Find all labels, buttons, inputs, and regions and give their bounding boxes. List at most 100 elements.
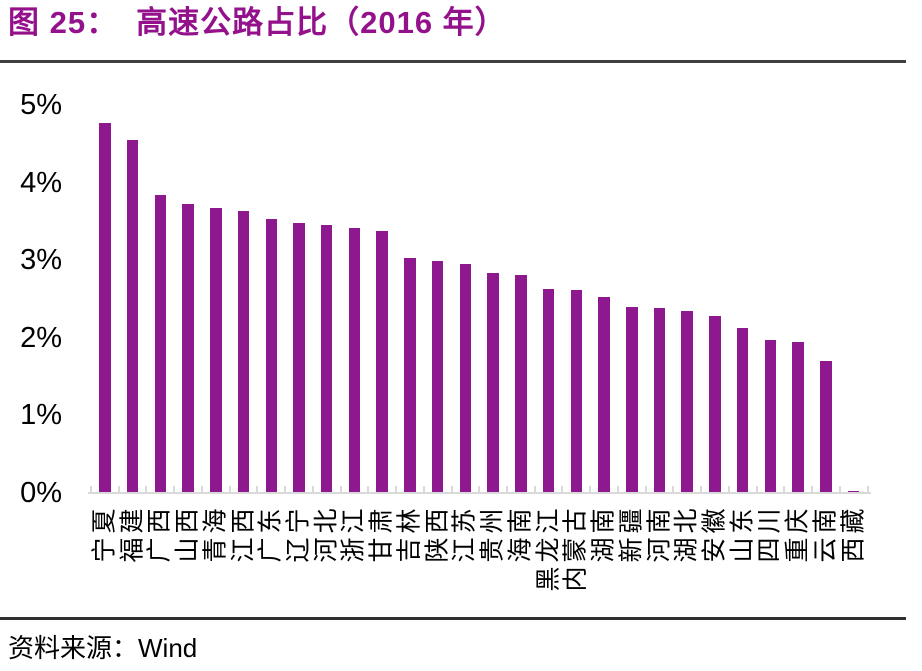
bar-黑龙江 (542, 288, 555, 493)
bar-重庆 (792, 342, 804, 493)
x-tick-mark (450, 486, 453, 492)
x-tick-label-江西: 江西 (229, 504, 258, 563)
x-tick-label-贵州: 贵州 (478, 504, 507, 563)
bar-辽宁 (293, 222, 305, 493)
bar-山东 (736, 328, 749, 493)
x-tick-label-湖南: 湖南 (589, 504, 618, 563)
y-tick-label: 2% (20, 321, 62, 354)
bar-江西 (237, 210, 250, 493)
bar-广东 (265, 219, 277, 493)
x-tick-mark (145, 486, 148, 492)
x-tick-mark (200, 486, 203, 492)
bar-山西 (182, 204, 194, 493)
x-tick-label-江苏: 江苏 (450, 504, 479, 563)
y-tick-label: 5% (20, 89, 62, 121)
bar-浙江 (348, 228, 361, 493)
x-tick-mark (866, 486, 869, 492)
x-tick-label-陕西: 陕西 (423, 504, 452, 563)
figure-title: 图 25： 高速公路占比（2016 年） (8, 5, 507, 41)
bar-内蒙古 (570, 289, 583, 493)
x-tick-mark (117, 486, 120, 492)
bar-河北 (320, 224, 333, 493)
x-tick-label-云南: 云南 (811, 504, 840, 563)
x-tick-mark (478, 486, 481, 492)
x-tick-label-湖北: 湖北 (672, 504, 701, 563)
bar-海南 (515, 274, 527, 493)
bar-湖北 (681, 310, 693, 493)
x-tick-mark (783, 486, 786, 492)
x-tick-mark (505, 486, 508, 492)
x-tick-mark (256, 486, 259, 492)
source-value: Wind (138, 633, 198, 663)
x-tick-mark (284, 486, 287, 492)
y-tick-label: 4% (20, 166, 62, 199)
x-tick-mark (395, 486, 398, 492)
x-tick-label-福建: 福建 (118, 504, 147, 563)
x-tick-label-浙江: 浙江 (339, 504, 368, 563)
source-divider (0, 617, 906, 620)
x-tick-label-内蒙古: 内蒙古 (561, 504, 590, 592)
y-tick-label: 3% (20, 244, 62, 277)
bar-新疆 (626, 306, 638, 493)
x-tick-mark (339, 486, 342, 492)
bar-湖南 (598, 296, 610, 493)
x-tick-mark (755, 486, 758, 492)
x-tick-mark (561, 486, 564, 492)
source-label: 资料来源： (8, 634, 139, 663)
bar-吉林 (404, 257, 416, 493)
x-tick-label-青海: 青海 (201, 504, 230, 563)
bar-贵州 (487, 273, 499, 493)
y-tick-label: 0% (20, 477, 62, 509)
x-tick-mark (727, 486, 730, 492)
x-tick-mark (173, 486, 176, 492)
bar-广西 (154, 195, 167, 493)
title-divider (0, 60, 906, 63)
bar-青海 (210, 208, 222, 493)
x-tick-mark (90, 486, 92, 492)
x-tick-mark (367, 486, 370, 492)
x-tick-label-山西: 山西 (173, 504, 202, 563)
x-tick-mark (838, 486, 841, 492)
x-tick-mark (700, 486, 703, 492)
x-tick-label-安徽: 安徽 (700, 504, 729, 563)
bar-安徽 (709, 316, 721, 493)
bar-陕西 (431, 260, 444, 493)
x-tick-label-四川: 四川 (755, 504, 784, 563)
x-tick-label-辽宁: 辽宁 (284, 504, 313, 563)
x-tick-label-西藏: 西藏 (839, 504, 868, 563)
x-tick-label-河南: 河南 (645, 504, 673, 563)
x-tick-label-广东: 广东 (256, 504, 285, 563)
figure-number: 图 25： (8, 5, 119, 40)
x-axis-line (88, 492, 871, 494)
x-tick-label-甘肃: 甘肃 (367, 504, 396, 563)
x-tick-mark (589, 486, 592, 492)
x-tick-mark (616, 486, 619, 492)
x-tick-label-新疆: 新疆 (617, 504, 646, 563)
source-note: 资料来源：Wind (8, 628, 197, 665)
bar-chart: 0% 1% 2% 3% 4% 5% 宁夏 福建 广西 山西 青海 江西 广东 辽宁 河北 浙江 甘肃 吉林 陕西江… (20, 89, 871, 591)
x-tick-mark (672, 486, 675, 492)
x-tick-label-广西: 广西 (145, 504, 174, 563)
x-tick-label-吉林: 吉林 (395, 504, 424, 563)
y-tick-label: 1% (20, 399, 62, 432)
bar-宁夏 (99, 122, 111, 493)
bar-河南 (653, 308, 666, 493)
x-tick-mark (533, 486, 536, 492)
x-tick-mark (811, 486, 814, 492)
x-tick-mark (644, 486, 647, 492)
bar-甘肃 (376, 231, 388, 493)
bar-福建 (126, 139, 139, 493)
x-tick-mark (228, 486, 231, 492)
x-tick-label-黑龙江: 黑龙江 (534, 504, 563, 592)
x-tick-mark (311, 486, 314, 492)
bar-江苏 (459, 264, 472, 493)
bar-云南 (820, 361, 832, 493)
x-tick-label-宁夏: 宁夏 (90, 504, 119, 563)
x-tick-label-河北: 河北 (312, 504, 341, 563)
x-tick-mark (422, 486, 425, 492)
x-tick-label-山东: 山东 (728, 504, 757, 563)
x-tick-label-重庆: 重庆 (783, 504, 812, 563)
x-tick-label-海南: 海南 (506, 504, 535, 563)
bar-四川 (764, 340, 777, 493)
